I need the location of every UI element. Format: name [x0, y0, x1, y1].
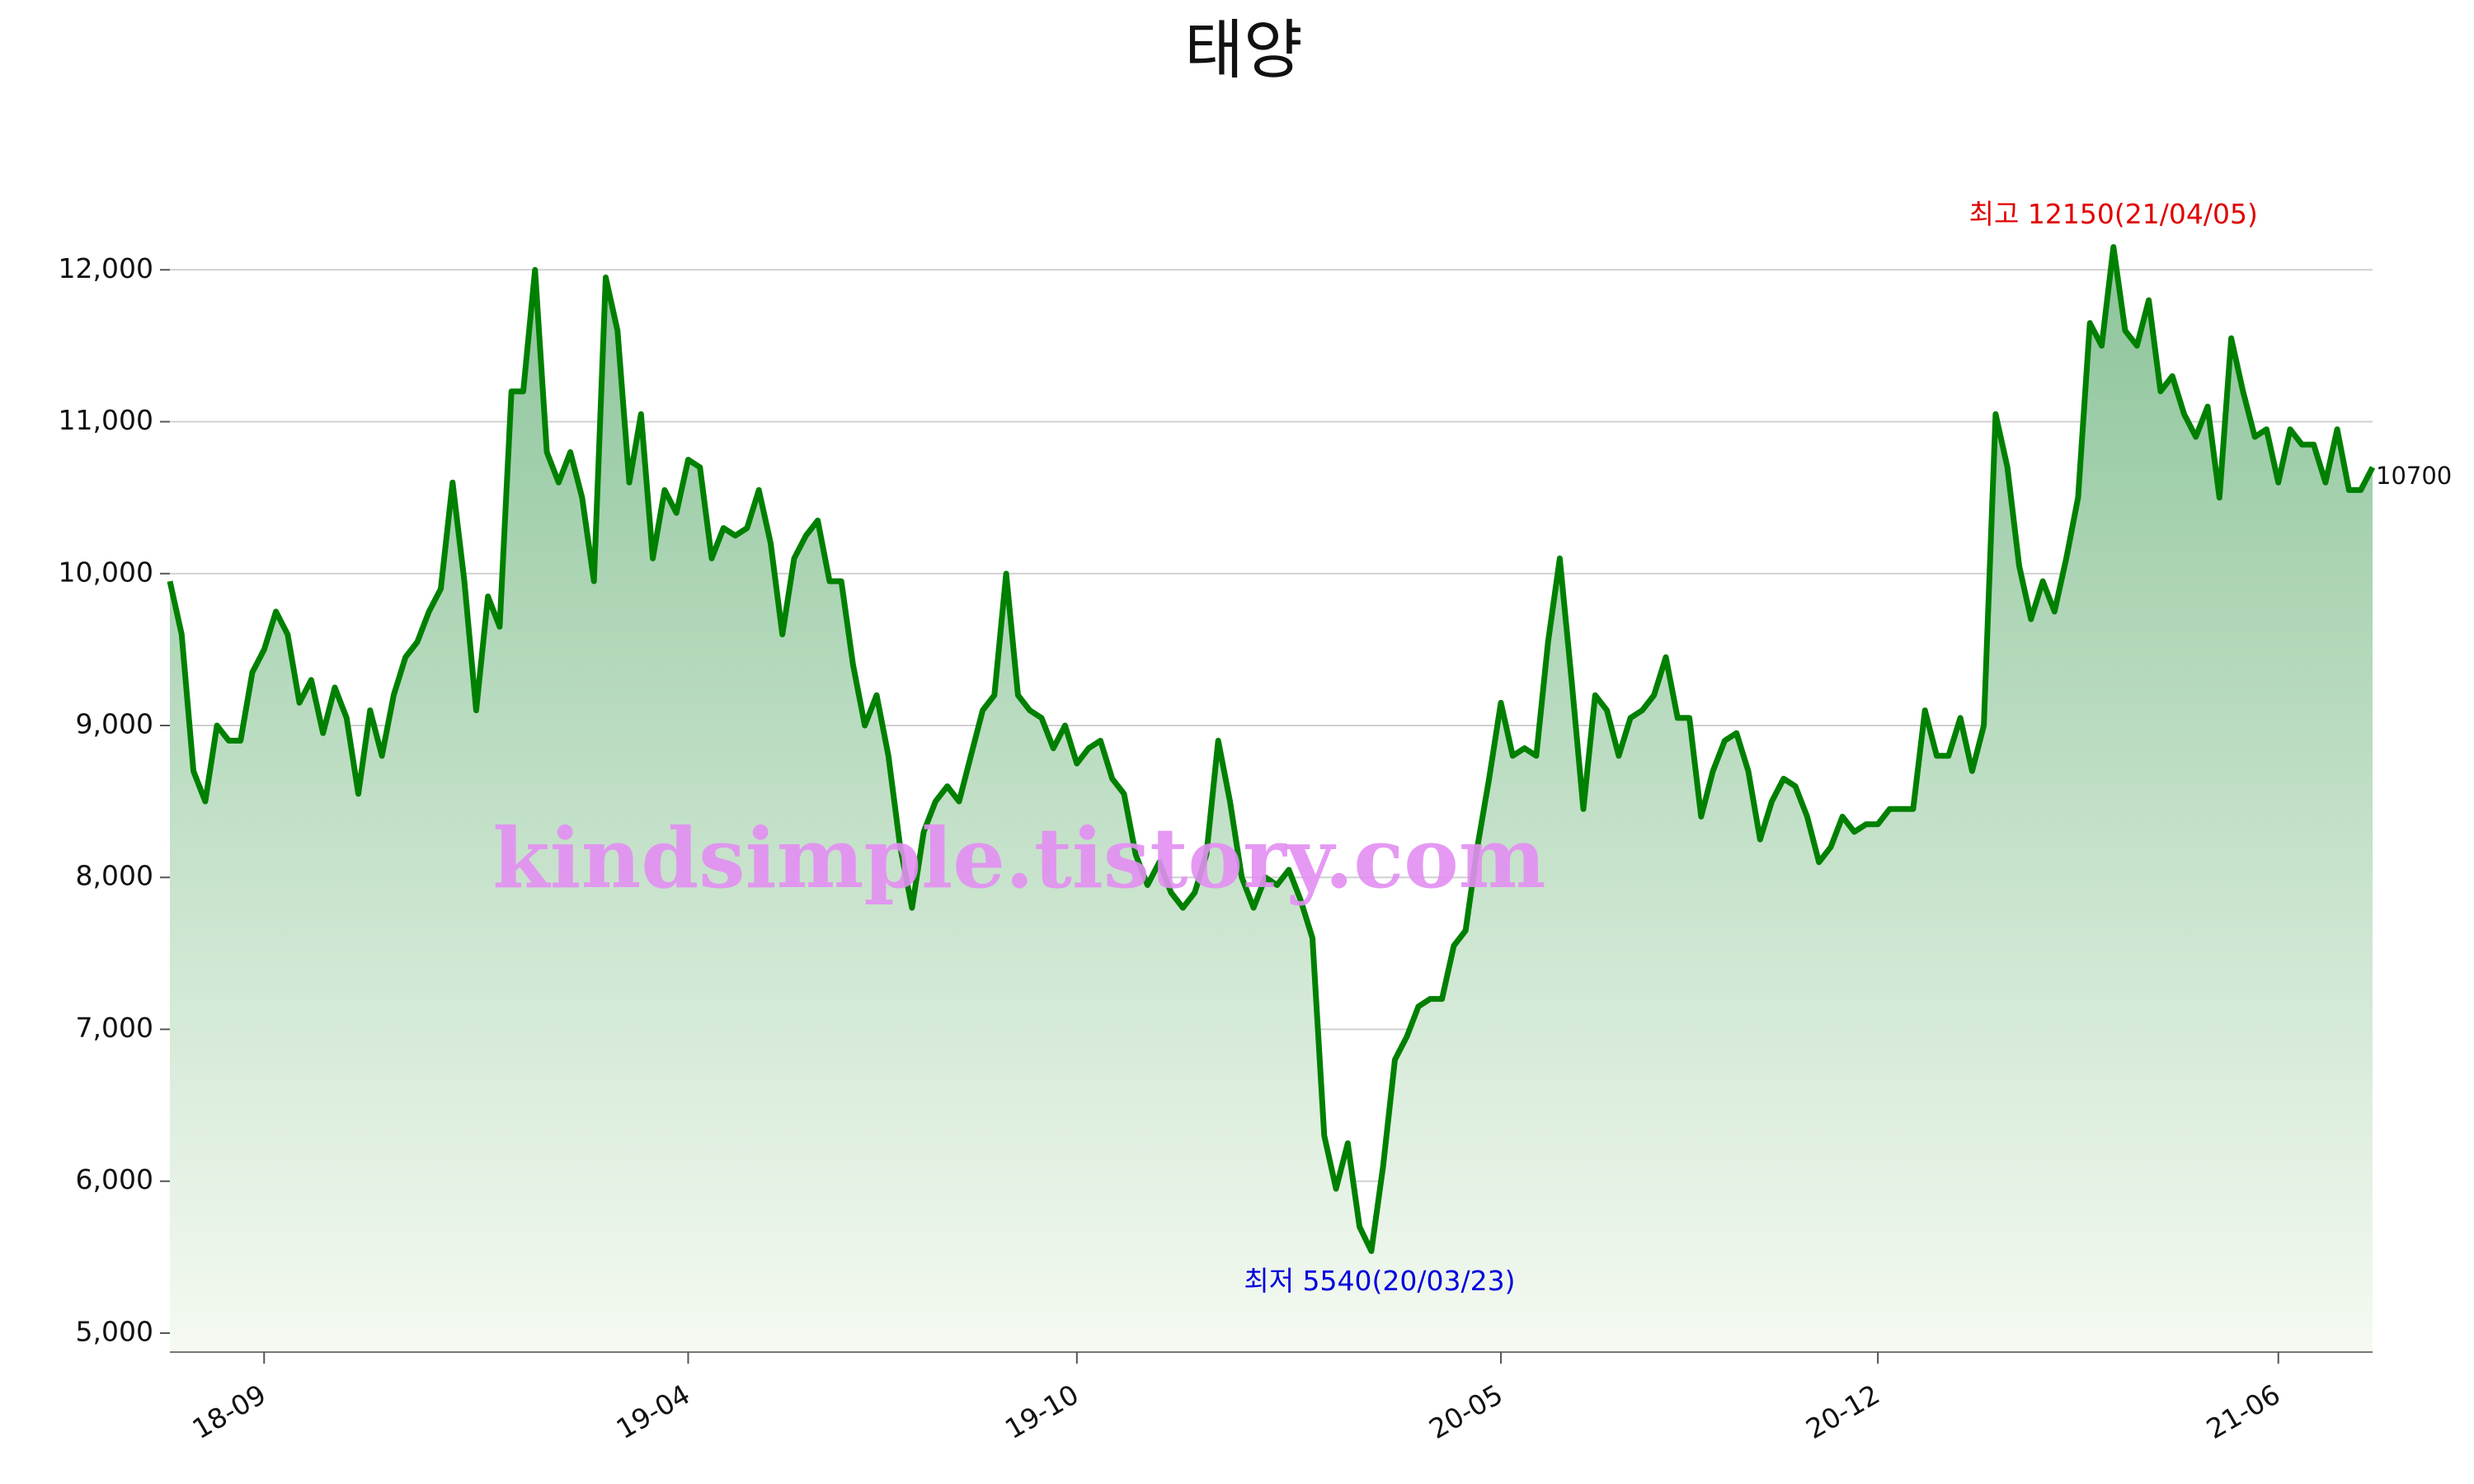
y-tick-label: 12,000: [59, 252, 153, 284]
chart-title: 태양: [1184, 13, 1303, 87]
last-annotation: 10700: [2376, 462, 2452, 490]
y-tick-label: 8,000: [76, 860, 153, 892]
y-tick-label: 10,000: [59, 556, 153, 588]
area: [170, 247, 2373, 1353]
y-tick-label: 7,000: [76, 1012, 153, 1044]
high-annotation: 최고 12150(21/04/05): [1969, 198, 2258, 230]
y-tick-label: 6,000: [76, 1163, 153, 1195]
y-tick-label: 11,000: [59, 404, 153, 436]
watermark: kindsimple.tistory.com: [492, 810, 1545, 907]
x-tick-label: 19-10: [999, 1378, 1084, 1445]
y-tick-label: 9,000: [76, 708, 153, 740]
x-tick-label: 21-06: [2201, 1378, 2286, 1445]
line: [167, 244, 2376, 1254]
x-tick-label: 18-09: [186, 1378, 271, 1445]
x-tick-label: 19-04: [611, 1378, 696, 1445]
x-tick-label: 20-05: [1423, 1378, 1508, 1445]
low-annotation: 최저 5540(20/03/23): [1244, 1265, 1515, 1297]
x-tick-label: 20-12: [1800, 1378, 1885, 1445]
y-tick-label: 5,000: [76, 1315, 153, 1347]
